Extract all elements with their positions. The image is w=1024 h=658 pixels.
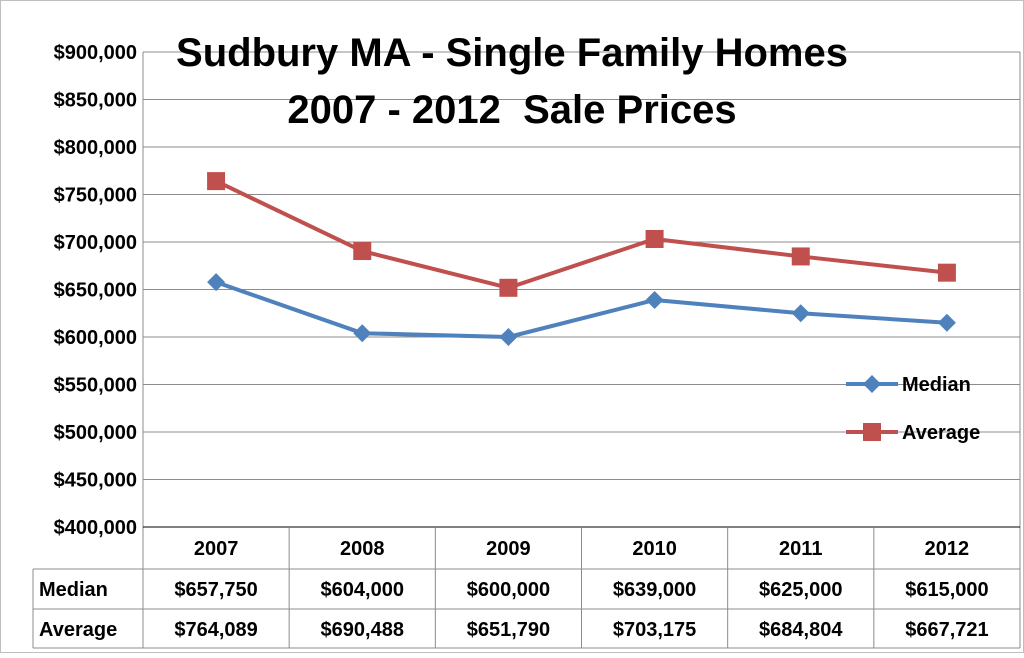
y-axis-ticks: $400,000 $450,000 $500,000 $550,000 $600,000… <box>54 42 137 539</box>
x-tick-label: 2009 <box>486 538 531 560</box>
x-tick-label: 2012 <box>925 538 970 560</box>
legend-item-median: Median <box>846 374 971 396</box>
series-average <box>207 172 956 297</box>
table-cell: $667,721 <box>905 619 988 641</box>
data-point <box>645 229 664 248</box>
y-tick-label: $400,000 <box>54 517 137 539</box>
y-tick-label: $900,000 <box>54 42 137 64</box>
series-line <box>215 280 948 339</box>
data-point <box>791 247 810 266</box>
legend: Median Average <box>846 374 980 444</box>
y-tick-label: $850,000 <box>54 90 137 112</box>
table-cell: $600,000 <box>467 579 550 601</box>
y-tick-label: $550,000 <box>54 375 137 397</box>
table-cell: $604,000 <box>321 579 404 601</box>
table-cell: $684,804 <box>759 619 843 641</box>
data-table: 2007 2008 2009 2010 2011 2012 Median $657,750 $6… <box>32 526 1020 649</box>
data-point <box>353 324 372 343</box>
data-point <box>499 278 518 297</box>
data-point <box>207 172 226 191</box>
series-layer <box>207 172 956 346</box>
data-point <box>499 328 518 346</box>
x-tick-label: 2008 <box>340 538 385 560</box>
series-median <box>207 273 956 346</box>
y-tick-label: $800,000 <box>54 137 137 159</box>
table-row-label: Median <box>39 579 108 601</box>
table-cell: $615,000 <box>905 579 988 601</box>
data-point <box>207 273 226 292</box>
x-tick-label: 2010 <box>632 538 677 560</box>
table-cell: $639,000 <box>613 579 696 601</box>
data-point <box>353 242 372 261</box>
y-tick-label: $750,000 <box>54 185 137 207</box>
series-line <box>215 179 948 290</box>
table-cell: $690,488 <box>321 619 404 641</box>
y-tick-label: $450,000 <box>54 470 137 492</box>
chart-title-line1: Sudbury MA - Single Family Homes <box>176 31 848 75</box>
table-cell: $651,790 <box>467 619 550 641</box>
legend-label: Average <box>902 422 980 444</box>
y-tick-label: $650,000 <box>54 280 137 302</box>
legend-marker <box>863 423 881 441</box>
legend-label: Median <box>902 374 971 396</box>
chart-title-line2: 2007 - 2012 Sale Prices <box>287 88 736 132</box>
data-point <box>791 304 810 323</box>
x-tick-label: 2007 <box>194 538 239 560</box>
y-tick-label: $600,000 <box>54 327 137 349</box>
table-cell: $625,000 <box>759 579 842 601</box>
y-tick-label: $700,000 <box>54 232 137 254</box>
table-row-label: Average <box>39 619 117 641</box>
data-point <box>937 263 956 282</box>
legend-marker <box>863 375 881 393</box>
table-cell: $764,089 <box>174 619 257 641</box>
x-tick-label: 2011 <box>779 538 822 560</box>
table-cell: $703,175 <box>613 619 696 641</box>
table-cell: $657,750 <box>174 579 257 601</box>
data-point <box>645 290 664 309</box>
y-tick-label: $500,000 <box>54 422 137 444</box>
legend-item-average: Average <box>846 422 980 444</box>
data-point <box>937 313 956 332</box>
